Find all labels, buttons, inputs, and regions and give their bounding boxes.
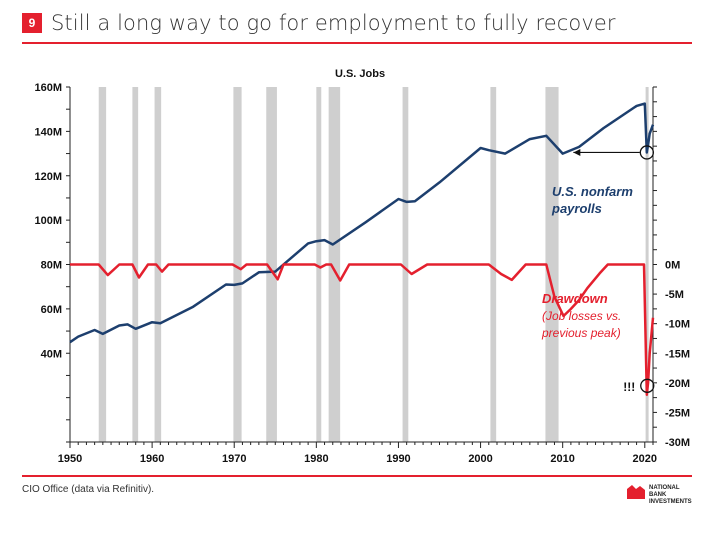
left-tick-label: 160M: [34, 82, 62, 94]
recession-band: [402, 87, 409, 442]
left-tick-label: 140M: [34, 126, 62, 138]
logo-line-3: INVESTMENTS: [649, 499, 692, 505]
x-tick-label: 2020: [633, 453, 657, 465]
left-tick-label: 100M: [34, 215, 62, 227]
right-tick-label: -10M: [665, 319, 690, 331]
right-tick-label: -20M: [665, 378, 690, 390]
recession-band: [266, 87, 277, 442]
annotations: U.S. nonfarm payrolls Drawdown (Job losses …: [541, 145, 655, 394]
payrolls-label: U.S. nonfarm: [552, 184, 633, 199]
chart-title: U.S. Jobs: [335, 68, 385, 80]
logo-line-2: BANK: [649, 492, 667, 498]
payrolls-label-2: payrolls: [551, 201, 602, 216]
top-divider: [22, 42, 692, 44]
recession-band: [328, 87, 341, 442]
x-tick-label: 1960: [140, 453, 164, 465]
x-tick-label: 1980: [304, 453, 328, 465]
drawdown-trough-circle: [640, 378, 655, 393]
drawdown-line: [70, 263, 655, 396]
axes: 160M 140M 120M 100M 80M 60M 40M 0M -5M -10M -15M -2…: [34, 82, 690, 465]
recession-band: [233, 87, 242, 442]
bottom-divider: [22, 475, 692, 477]
right-tick-label: -15M: [665, 348, 690, 360]
recession-band: [545, 87, 559, 442]
recession-band: [154, 87, 162, 442]
drawdown-note-2: previous peak): [541, 326, 621, 340]
left-tick-label: 40M: [41, 348, 62, 360]
drawdown-note-1: (Job losses vs.: [542, 309, 621, 323]
drawdown-label: Drawdown: [542, 291, 608, 306]
exclamation-note: !!!: [623, 380, 635, 394]
left-tick-label: 60M: [41, 304, 62, 316]
x-tick-label: 1950: [58, 453, 82, 465]
right-tick-label: -5M: [665, 289, 684, 301]
left-tick-label: 80M: [41, 260, 62, 272]
x-tick-label: 2010: [550, 453, 574, 465]
comparison-arrowhead: [573, 148, 581, 156]
payrolls-line: [69, 102, 655, 344]
national-bank-logo: NATIONAL BANK INVESTMENTS: [627, 485, 692, 506]
payrolls-trough-circle: [639, 145, 654, 160]
recession-band: [490, 87, 497, 442]
series: [69, 102, 655, 396]
source-note: CIO Office (data via Refinitiv).: [22, 484, 155, 495]
page-title: Still a long way to go for employment to…: [51, 11, 616, 35]
right-tick-label: 0M: [665, 260, 680, 272]
recession-band: [132, 87, 139, 442]
logo-line-1: NATIONAL: [649, 485, 680, 491]
recession-band: [98, 87, 107, 442]
x-tick-label: 1990: [386, 453, 410, 465]
left-tick-label: 120M: [34, 171, 62, 183]
x-tick-label: 1970: [222, 453, 246, 465]
bank-logo-icon: [627, 485, 645, 499]
recession-band: [316, 87, 322, 442]
right-tick-label: -30M: [665, 437, 690, 449]
header: 9 Still a long way to go for employment …: [22, 8, 616, 38]
recession-band: [645, 87, 649, 442]
slide-number-badge: 9: [22, 13, 42, 33]
right-tick-label: -25M: [665, 407, 690, 419]
x-tick-label: 2000: [468, 453, 492, 465]
recession-bands: [98, 87, 649, 442]
